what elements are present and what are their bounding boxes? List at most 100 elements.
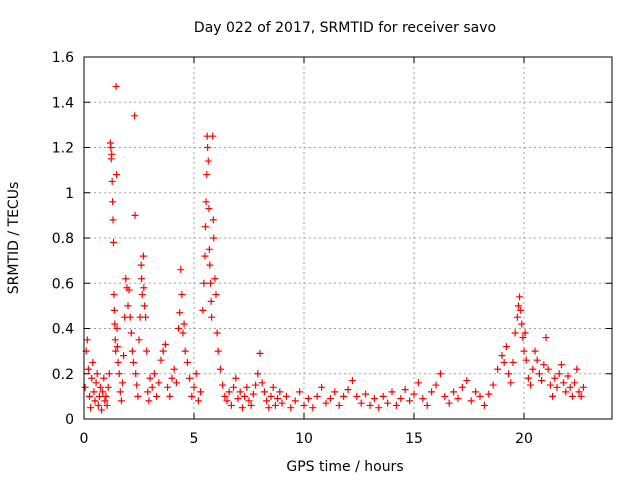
data-point	[219, 381, 227, 389]
data-point	[89, 358, 97, 366]
data-point	[379, 392, 387, 400]
data-point	[571, 379, 579, 387]
data-point	[480, 401, 488, 409]
data-point	[180, 320, 188, 328]
data-point	[502, 343, 510, 351]
data-point	[518, 320, 526, 328]
data-point	[122, 275, 130, 283]
data-point	[243, 383, 251, 391]
data-point	[135, 336, 143, 344]
data-point	[516, 293, 524, 301]
data-point	[353, 392, 361, 400]
data-point	[538, 377, 546, 385]
data-point	[575, 388, 583, 396]
data-point	[113, 171, 121, 179]
data-point	[533, 356, 541, 364]
x-tick-label: 10	[295, 431, 313, 447]
data-point	[517, 306, 525, 314]
data-point	[109, 216, 117, 224]
data-point	[441, 392, 449, 400]
data-point	[207, 297, 215, 305]
data-points	[81, 82, 587, 414]
y-tick-label: 1.6	[52, 50, 74, 66]
data-point	[577, 392, 585, 400]
data-point	[304, 395, 312, 403]
data-point	[93, 370, 101, 378]
data-point	[227, 401, 235, 409]
data-point	[564, 372, 572, 380]
data-point	[267, 392, 275, 400]
data-point	[454, 395, 462, 403]
ticks: 0 0.2 0.4 0.6 0.8 1 1.2 1.4 1.6 0 5 10 15 20	[52, 50, 612, 447]
data-point	[108, 150, 116, 158]
y-tick-label: 0.2	[52, 367, 74, 383]
data-point	[287, 404, 295, 412]
data-point	[212, 291, 220, 299]
data-point	[138, 291, 146, 299]
data-point	[515, 302, 522, 310]
data-point	[109, 239, 117, 247]
data-point	[209, 216, 217, 224]
data-point	[102, 392, 110, 400]
data-point	[213, 329, 221, 337]
chart-title: Day 022 of 2017, SRMTID for receiver sav…	[194, 20, 496, 36]
data-point	[241, 392, 249, 400]
data-point	[183, 358, 191, 366]
data-point	[132, 370, 140, 378]
data-point	[397, 395, 405, 403]
data-point	[282, 392, 290, 400]
data-point	[204, 157, 212, 165]
y-axis-label: SRMTID / TECUs	[6, 182, 22, 295]
data-point	[221, 392, 229, 400]
data-point	[505, 370, 513, 378]
data-point	[103, 401, 111, 409]
data-point	[331, 388, 339, 396]
data-point	[101, 397, 109, 405]
x-axis-label: GPS time / hours	[286, 459, 403, 475]
data-point	[138, 275, 146, 283]
data-point	[114, 358, 122, 366]
data-point	[113, 325, 121, 332]
data-point	[234, 395, 242, 403]
data-point	[291, 397, 299, 405]
data-point	[112, 82, 120, 90]
data-point	[247, 401, 255, 409]
data-point	[126, 313, 134, 321]
data-point	[181, 347, 189, 355]
data-point	[278, 399, 286, 407]
data-point	[553, 383, 561, 391]
data-point	[524, 374, 532, 382]
x-tick-label: 15	[405, 431, 423, 447]
data-point	[148, 383, 156, 391]
data-point	[467, 397, 475, 405]
data-point	[110, 306, 118, 314]
data-point	[214, 347, 222, 355]
data-point	[140, 284, 148, 292]
data-point	[204, 144, 212, 151]
data-point	[513, 313, 521, 321]
data-point	[116, 388, 124, 396]
data-point	[579, 383, 587, 391]
data-point	[357, 399, 365, 407]
data-point	[573, 365, 581, 373]
data-point	[166, 392, 174, 400]
data-point	[340, 392, 348, 400]
data-point	[521, 329, 529, 337]
data-point	[498, 352, 506, 360]
x-tick-label: 5	[190, 431, 199, 447]
data-point	[200, 279, 208, 287]
data-point	[159, 347, 167, 355]
data-point	[211, 275, 219, 283]
data-point	[192, 370, 200, 378]
data-point	[544, 365, 552, 373]
plot-frame	[83, 56, 613, 420]
data-point	[83, 336, 91, 344]
data-point	[104, 383, 112, 391]
data-point	[562, 388, 570, 396]
data-point	[157, 356, 165, 364]
y-tick-label: 1	[65, 186, 74, 202]
data-point	[210, 234, 218, 242]
data-point	[388, 388, 396, 396]
data-point	[98, 406, 106, 414]
data-point	[194, 397, 202, 405]
